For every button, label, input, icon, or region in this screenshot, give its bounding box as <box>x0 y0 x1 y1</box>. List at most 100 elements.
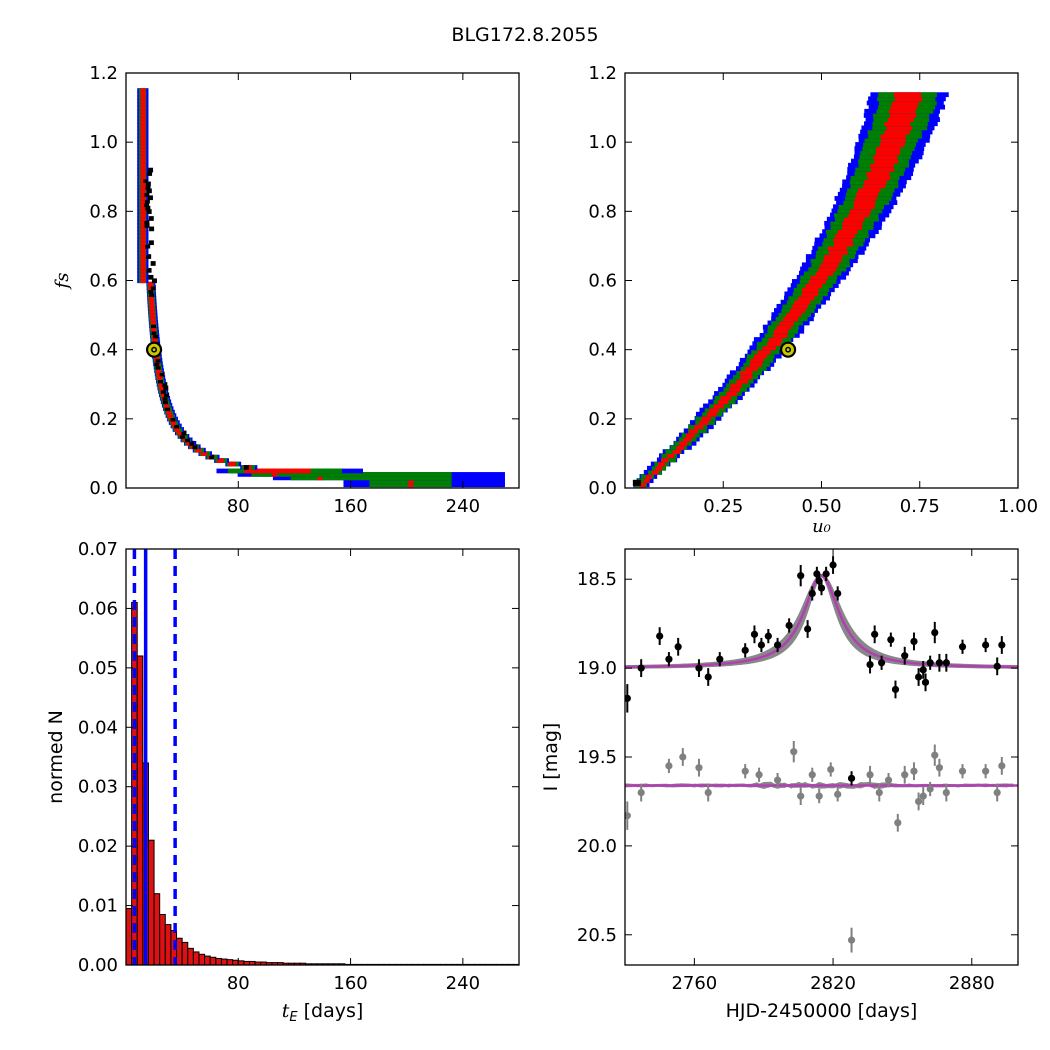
data-point <box>625 694 631 702</box>
residual-point <box>755 771 763 779</box>
posterior-core-cell <box>144 219 150 225</box>
histogram-bar <box>176 937 183 965</box>
histogram-bar <box>153 893 161 965</box>
posterior-core-cell <box>162 395 168 401</box>
posterior-cell <box>842 220 863 226</box>
posterior-cell <box>736 378 749 384</box>
posterior-cell <box>740 370 753 376</box>
data-point <box>704 673 712 681</box>
y-tick-label: 0.4 <box>588 340 617 361</box>
data-point <box>878 659 886 667</box>
residual-point <box>827 765 835 774</box>
x-tick-label: 2820 <box>810 973 856 994</box>
axes-frame <box>125 72 520 489</box>
posterior-cell <box>864 179 887 185</box>
posterior-cell <box>779 320 794 326</box>
posterior-cell <box>856 191 879 197</box>
posterior-cell <box>730 382 742 388</box>
histogram-bar <box>187 947 194 965</box>
residual-point <box>875 788 883 797</box>
posterior-cell <box>776 324 792 330</box>
posterior-cell <box>740 374 753 380</box>
panel-light-curve: 2760 2820 2880 18.5 19.0 19.5 20.0 20.5 HJD-2450… <box>540 548 1019 1022</box>
posterior-core-cell <box>147 195 153 201</box>
residual-point <box>773 776 782 784</box>
posterior-cell <box>149 299 155 304</box>
posterior-cell <box>773 332 788 338</box>
residual-point <box>790 748 798 756</box>
data-point <box>834 589 842 598</box>
posterior-core-cell <box>164 406 170 412</box>
posterior-cell <box>667 453 675 459</box>
posterior-cell <box>201 451 208 457</box>
posterior-cell <box>140 261 146 266</box>
posterior-cell <box>408 482 414 488</box>
data-point <box>741 646 749 654</box>
posterior-cell <box>140 140 146 145</box>
y-tick-label: 0.4 <box>89 340 118 361</box>
posterior-cell <box>140 143 146 149</box>
best-model-curve <box>625 574 1018 669</box>
data-point <box>716 655 724 663</box>
y-tick-label: 1.2 <box>588 63 617 84</box>
x-axis-label-subscript: E <box>289 1010 298 1025</box>
x-tick-label: 80 <box>227 496 250 517</box>
posterior-cell <box>783 316 799 322</box>
posterior-cell <box>177 430 183 436</box>
residual-point <box>894 819 902 827</box>
residual-point <box>637 788 645 797</box>
posterior-core-cell <box>148 216 154 221</box>
histogram-bar <box>181 941 189 965</box>
posterior-cell <box>818 266 837 272</box>
y-tick-label: 1.2 <box>89 63 118 84</box>
posterior-cell <box>174 427 180 432</box>
posterior-cell <box>884 121 911 127</box>
posterior-cell <box>895 96 923 102</box>
posterior-cell <box>750 357 764 363</box>
posterior-cell <box>140 264 146 270</box>
posterior-cell <box>686 432 695 438</box>
posterior-cell <box>645 474 653 479</box>
posterior-cell <box>140 181 146 187</box>
posterior-cell <box>890 104 918 110</box>
residual-point-highlight <box>847 774 856 782</box>
posterior-cell <box>679 440 688 446</box>
posterior-core-cell <box>181 430 187 436</box>
posterior-cell <box>858 187 881 193</box>
posterior-cell <box>408 478 414 484</box>
best-fit-center <box>151 346 158 353</box>
residual-point <box>910 767 918 775</box>
y-axis-label: fs <box>52 273 73 291</box>
posterior-cell <box>140 160 146 166</box>
data-point <box>804 625 812 633</box>
y-tick-label: 0.04 <box>78 717 118 738</box>
posterior-core-cell <box>155 357 161 363</box>
plot-area <box>126 549 519 965</box>
y-tick-label: 19.0 <box>577 658 617 679</box>
posterior-cell <box>151 326 157 332</box>
posterior-cell <box>195 447 202 453</box>
posterior-cell <box>290 475 452 481</box>
posterior-cell <box>140 185 146 190</box>
posterior-cell <box>815 270 834 276</box>
x-tick-label: 0.25 <box>703 496 743 517</box>
posterior-cell <box>140 98 146 104</box>
posterior-cell <box>140 209 146 214</box>
posterior-core-cell <box>243 465 249 470</box>
residual-point <box>625 812 631 820</box>
posterior-cell <box>884 129 910 135</box>
histogram-bar <box>209 956 217 965</box>
posterior-core-cell <box>144 198 150 204</box>
posterior-cell <box>867 175 891 181</box>
posterior-core-cell <box>155 364 161 370</box>
data-point <box>757 641 765 649</box>
posterior-cell <box>749 362 763 367</box>
posterior-cell <box>726 391 738 396</box>
posterior-cell <box>156 368 162 374</box>
posterior-cell <box>150 312 156 318</box>
posterior-cell <box>757 349 771 355</box>
posterior-core-cell <box>174 423 180 429</box>
posterior-core-cell <box>146 188 152 194</box>
posterior-cell <box>140 171 146 176</box>
posterior-core-cell <box>149 292 155 297</box>
